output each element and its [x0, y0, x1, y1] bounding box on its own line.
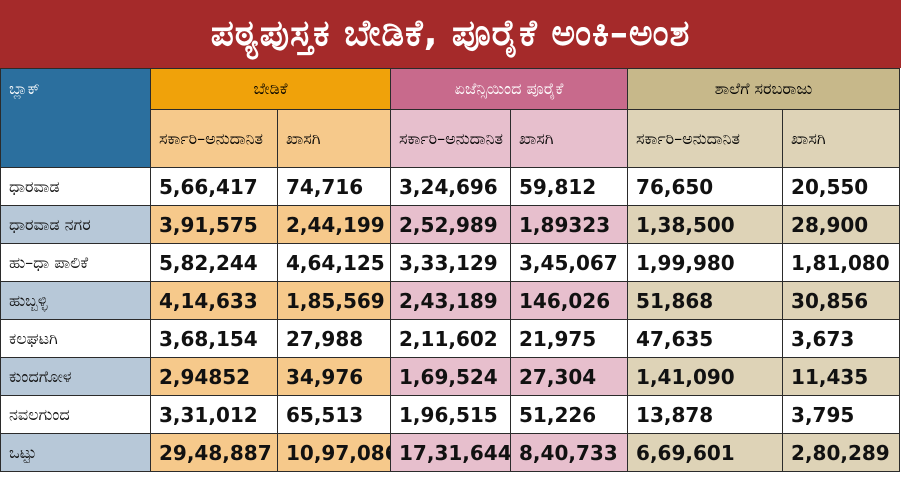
table-cell: 47,635	[627, 319, 784, 358]
table-cell: 20,550	[782, 167, 901, 206]
table-cell: 2,43,189	[390, 281, 512, 320]
sub-header-row: ಸರ್ಕಾರಿ–ಅನುದಾನಿತ ಖಾಸಗಿ ಸರ್ಕಾರಿ–ಅನುದಾನಿತ …	[1, 109, 901, 168]
table-cell: 1,85,569	[276, 281, 392, 320]
table-cell: 51,868	[627, 281, 784, 320]
table-cell: 3,68,154	[150, 319, 278, 358]
table-cell: 3,91,575	[150, 205, 278, 244]
table-cell: 2,11,602	[390, 319, 512, 358]
table-cell: 17,31,644	[390, 433, 512, 472]
table-cell: 59,812	[510, 167, 629, 206]
table-cell: 3,45,067	[510, 243, 629, 282]
group-header-school-supply: ಶಾಲೆಗೆ ಸರಬರಾಜು	[627, 68, 901, 110]
table-cell: 3,795	[782, 395, 901, 434]
table-cell: 3,31,012	[150, 395, 278, 434]
table-cell: 21,975	[510, 319, 629, 358]
table-cell: 3,33,129	[390, 243, 512, 282]
block-name: ನವಲಗುಂದ	[0, 395, 151, 434]
table-cell: 5,82,244	[150, 243, 278, 282]
block-name: ಹು–ಧಾ ಪಾಲಿಕೆ	[0, 243, 151, 282]
table-row: ಕಲಘಟಗಿ 3,68,154 27,988 2,11,602 21,975 4…	[0, 319, 901, 358]
table-cell: 27,988	[276, 319, 392, 358]
table-cell: 11,435	[782, 357, 901, 396]
table-row: ಹುಬ್ಬಳ್ಳಿ 4,14,633 1,85,569 2,43,189 146…	[0, 281, 901, 320]
table-cell: 29,48,887	[150, 433, 278, 472]
table-row: ಧಾರವಾಡ 5,66,417 74,716 3,24,696 59,812 7…	[0, 167, 901, 206]
table-cell: 1,96,515	[390, 395, 512, 434]
title-banner: ಪಠ್ಯಪುಸ್ತಕ ಬೇಡಿಕೆ, ಪೂರೈಕೆ ಅಂಕಿ–ಅಂಶ	[0, 0, 901, 68]
sub-header-govt-aided: ಸರ್ಕಾರಿ–ಅನುದಾನಿತ	[627, 109, 784, 168]
table-cell: 1,89323	[510, 205, 629, 244]
table-cell: 5,66,417	[150, 167, 278, 206]
block-name: ಧಾರವಾಡ	[0, 167, 151, 206]
sub-header-govt-aided: ಸರ್ಕಾರಿ–ಅನುದಾನಿತ	[390, 109, 512, 168]
table-cell: 10,97,086	[276, 433, 392, 472]
table-cell: 6,69,601	[627, 433, 784, 472]
table-row: ಹು–ಧಾ ಪಾಲಿಕೆ 5,82,244 4,64,125 3,33,129 …	[0, 243, 901, 282]
table-cell: 1,41,090	[627, 357, 784, 396]
table-cell: 3,24,696	[390, 167, 512, 206]
table-cell: 3,673	[782, 319, 901, 358]
block-name: ಹುಬ್ಬಳ್ಳಿ	[0, 281, 151, 320]
table-cell: 4,64,125	[276, 243, 392, 282]
table-cell: 76,650	[627, 167, 784, 206]
table-row: ನವಲಗುಂದ 3,31,012 65,513 1,96,515 51,226 …	[0, 395, 901, 434]
table-cell: 34,976	[276, 357, 392, 396]
sub-header-private: ಖಾಸಗಿ	[782, 109, 901, 168]
page-title: ಪಠ್ಯಪುಸ್ತಕ ಬೇಡಿಕೆ, ಪೂರೈಕೆ ಅಂಕಿ–ಅಂಶ	[210, 13, 691, 54]
group-header-row: ಬ್ಲಾಕ್ ಬೇಡಿಕೆ ಏಜೆನ್ಸಿಯಿಂದ ಪೂರೈಕೆ ಶಾಲೆಗೆ …	[0, 68, 901, 168]
table-row-total: ಒಟ್ಟು 29,48,887 10,97,086 17,31,644 8,40…	[0, 433, 901, 472]
table-cell: 27,304	[510, 357, 629, 396]
group-header-demand: ಬೇಡಿಕೆ	[149, 68, 392, 110]
table-cell: 65,513	[276, 395, 392, 434]
sub-header-private: ಖಾಸಗಿ	[510, 109, 629, 168]
data-table: ಬ್ಲಾಕ್ ಬೇಡಿಕೆ ಏಜೆನ್ಸಿಯಿಂದ ಪೂರೈಕೆ ಶಾಲೆಗೆ …	[0, 68, 901, 472]
table-cell: 1,81,080	[782, 243, 901, 282]
table-cell: 4,14,633	[150, 281, 278, 320]
table-row: ಧಾರವಾಡ ನಗರ 3,91,575 2,44,199 2,52,989 1,…	[0, 205, 901, 244]
table-cell: 146,026	[510, 281, 629, 320]
table-cell: 51,226	[510, 395, 629, 434]
table-cell: 2,44,199	[276, 205, 392, 244]
table-cell: 1,69,524	[390, 357, 512, 396]
table-cell: 28,900	[782, 205, 901, 244]
table-row: ಕುಂದಗೋಳ 2,94852 34,976 1,69,524 27,304 1…	[0, 357, 901, 396]
table-cell: 2,52,989	[390, 205, 512, 244]
table-cell: 2,80,289	[782, 433, 901, 472]
table-cell: 1,38,500	[627, 205, 784, 244]
table-cell: 8,40,733	[510, 433, 629, 472]
sub-header-private: ಖಾಸಗಿ	[276, 109, 392, 168]
block-header: ಬ್ಲಾಕ್	[0, 68, 151, 168]
table-cell: 30,856	[782, 281, 901, 320]
block-name: ಧಾರವಾಡ ನಗರ	[0, 205, 151, 244]
group-header-agency-supply: ಏಜೆನ್ಸಿಯಿಂದ ಪೂರೈಕೆ	[390, 68, 629, 110]
table-cell: 13,878	[627, 395, 784, 434]
table-cell: 2,94852	[150, 357, 278, 396]
block-name: ಒಟ್ಟು	[0, 433, 151, 472]
sub-header-govt-aided: ಸರ್ಕಾರಿ–ಅನುದಾನಿತ	[150, 109, 278, 168]
table-cell: 74,716	[276, 167, 392, 206]
block-name: ಕುಂದಗೋಳ	[0, 357, 151, 396]
block-name: ಕಲಘಟಗಿ	[0, 319, 151, 358]
table-cell: 1,99,980	[627, 243, 784, 282]
